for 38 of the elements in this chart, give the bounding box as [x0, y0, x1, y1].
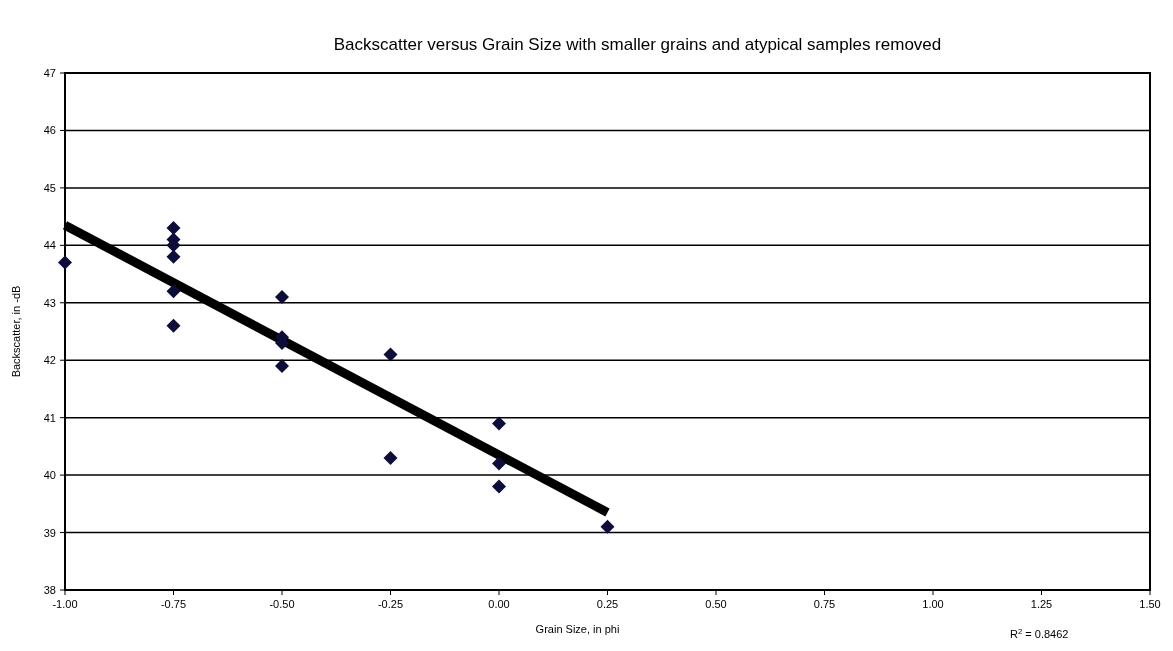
x-axis-title: Grain Size, in phi [535, 623, 620, 635]
point [600, 519, 615, 534]
text: R$^{2}$ = 0.8462 [1010, 626, 1069, 640]
x-tick-label: 0.25 [596, 598, 619, 610]
y-tick-label: 39 [43, 526, 56, 539]
point [275, 290, 289, 305]
y-tick-label: 42 [43, 354, 56, 367]
y-tick-label: 47 [43, 67, 56, 79]
x-tick-label: 0.50 [705, 598, 727, 610]
point [383, 347, 398, 362]
y-tick-label: 40 [43, 469, 56, 482]
point [166, 318, 181, 333]
y-tick-label: 43 [43, 296, 56, 309]
x-tick-label: 1.00 [922, 598, 944, 610]
x-tick-label: -0.25 [377, 598, 404, 610]
x-tick-label: -0.50 [269, 598, 295, 610]
point [492, 416, 506, 431]
x-tick-label: 1.25 [1030, 598, 1053, 610]
x-tick-label: -1.00 [52, 598, 78, 610]
y-tick-label: 41 [43, 411, 56, 424]
y-axis-title: Backscatter, in -dB [10, 285, 22, 378]
x-tick-label: 1.50 [1139, 598, 1161, 610]
y-tick-label: 44 [43, 239, 56, 252]
chart-title: Backscatter versus Grain Size with smaller grains and atypical samples removed [333, 35, 942, 54]
x-tick-label: -0.75 [160, 598, 187, 610]
x-tick-label: 0.00 [488, 598, 510, 610]
y-tick-label: 45 [43, 181, 56, 194]
point [275, 358, 289, 373]
point [492, 479, 506, 494]
point [492, 456, 506, 471]
point [383, 450, 398, 465]
point [166, 221, 181, 236]
point [58, 255, 72, 270]
x-tick-label: 0.75 [813, 598, 836, 610]
point [166, 249, 181, 264]
y-tick-label: 38 [43, 584, 56, 596]
point [166, 284, 181, 299]
y-tick-label: 46 [43, 124, 56, 137]
